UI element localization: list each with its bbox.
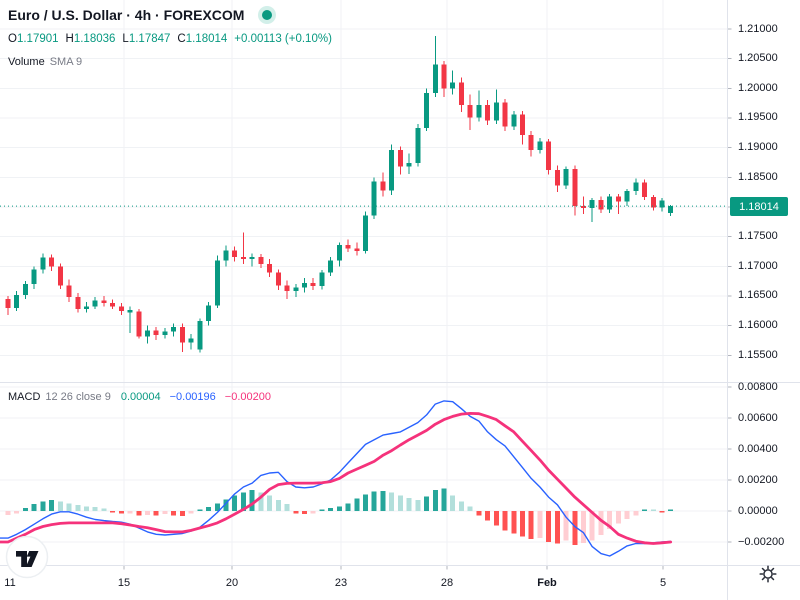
price-axis-label: 1.17000 <box>738 259 778 272</box>
open-label: O <box>8 33 17 45</box>
price-axis-label: 1.20000 <box>738 81 778 94</box>
ohlc-row: O1.17901 H1.18036 L1.17847 C1.18014 +0.00113… <box>8 33 339 45</box>
settings-button[interactable] <box>758 564 778 589</box>
time-axis-label: 28 <box>440 577 454 589</box>
price-axis-label: 1.19000 <box>738 141 778 154</box>
last-price-badge: 1.18014 <box>730 197 788 216</box>
price-axis-label: 1.19500 <box>738 111 778 124</box>
price-axis-label: 1.20500 <box>738 52 778 65</box>
tradingview-logo-icon <box>5 535 49 579</box>
gear-icon <box>759 565 777 583</box>
high-label: H <box>65 33 74 45</box>
time-axis-label: 20 <box>225 577 239 589</box>
macd-axis-label: 0.00400 <box>738 442 778 455</box>
macd-indicator-name: MACD <box>8 391 41 403</box>
volume-indicator-params: SMA 9 <box>49 56 83 68</box>
price-axis-label: 1.16000 <box>738 319 778 332</box>
price-axis-label: 1.15500 <box>738 348 778 361</box>
time-axis-label: 5 <box>659 577 667 589</box>
price-axis-label: 1.21000 <box>738 22 778 35</box>
close-value: 1.18014 <box>185 33 228 45</box>
time-axis-label: Feb <box>537 577 557 589</box>
low-label: L <box>122 33 129 45</box>
macd-axis-label: −0.00200 <box>738 535 785 548</box>
market-open-dot-icon <box>262 10 273 20</box>
macd-axis-label: 0.00600 <box>738 411 778 424</box>
macd-hist-value: 0.00004 <box>120 391 161 403</box>
high-value: 1.18036 <box>73 33 116 45</box>
volume-indicator-row[interactable]: Volume SMA 9 <box>8 56 82 68</box>
macd-axis-label: 0.00000 <box>738 504 778 517</box>
macd-axis-label: 0.00800 <box>738 380 778 393</box>
price-axis-label: 1.16500 <box>738 289 778 302</box>
market-status-icon[interactable] <box>258 6 277 24</box>
macd-line-value: −0.00196 <box>169 391 216 403</box>
change-value: +0.00113 (+0.10%) <box>234 33 332 45</box>
time-axis-label: 11 <box>4 577 16 589</box>
price-axis-label: 1.17500 <box>738 230 778 243</box>
macd-axis-label: 0.00200 <box>738 473 778 486</box>
tradingview-logo[interactable] <box>5 535 49 584</box>
time-axis-label: 15 <box>117 577 131 589</box>
last-price-badge-value: 1.18014 <box>739 200 779 213</box>
open-value: 1.17901 <box>16 33 59 45</box>
price-axis-label: 1.18500 <box>738 170 778 183</box>
volume-indicator-name: Volume <box>8 56 45 68</box>
macd-signal-value: −0.00200 <box>224 391 271 403</box>
close-label: C <box>177 33 186 45</box>
time-axis-label: 23 <box>334 577 348 589</box>
macd-indicator-params: 12 26 close 9 <box>45 391 111 403</box>
macd-indicator-row[interactable]: MACD 12 26 close 9 0.00004 −0.00196 −0.00200 <box>8 391 271 403</box>
symbol-header: Euro / U.S. Dollar · 4h · FOREXCOM <box>8 6 277 24</box>
symbol-title[interactable]: Euro / U.S. Dollar · 4h · FOREXCOM <box>8 7 245 23</box>
low-value: 1.17847 <box>128 33 171 45</box>
